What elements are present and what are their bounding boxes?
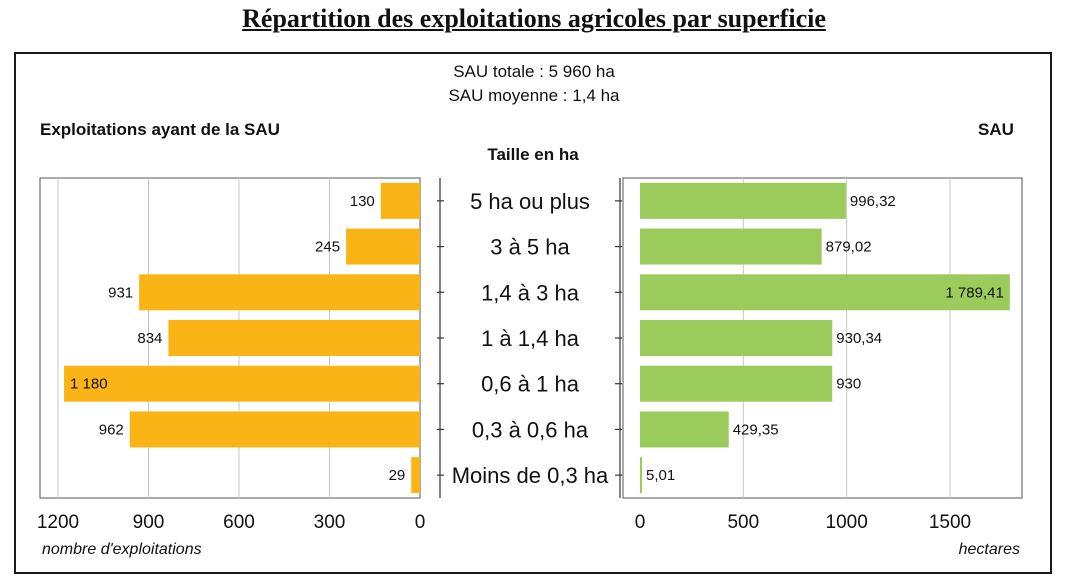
left-heading: Exploitations ayant de la SAU: [40, 120, 280, 139]
left-bar-value-label: 931: [108, 284, 133, 301]
left-bar-value-label: 29: [389, 467, 406, 484]
right-bar: [640, 182, 846, 219]
right-bar: [640, 274, 1010, 311]
left-tick-label: 300: [314, 512, 346, 533]
right-tick-label: 1500: [929, 512, 971, 533]
left-axis-title: nombre d'exploitations: [42, 541, 202, 558]
left-bar: [411, 457, 420, 494]
right-plot-area: [622, 177, 1023, 499]
category-label: 0,3 à 0,6 ha: [472, 417, 589, 442]
right-bar: [640, 365, 833, 402]
left-bar-value-label: 1 180: [70, 376, 108, 393]
category-label: 1 à 1,4 ha: [481, 326, 580, 351]
right-bar-value-label: 996,32: [850, 193, 896, 210]
left-bar: [380, 182, 420, 219]
right-bar: [640, 320, 833, 356]
left-bar-value-label: 130: [350, 193, 375, 210]
left-bar-value-label: 245: [315, 239, 340, 256]
right-tick-label: 0: [635, 512, 646, 533]
category-label: 5 ha ou plus: [470, 189, 590, 214]
left-tick-label: 1200: [37, 512, 79, 533]
sau-mean: SAU moyenne : 1,4 ha: [448, 86, 620, 105]
right-bar-value-label: 879,02: [826, 239, 872, 256]
category-label: 3 à 5 ha: [490, 235, 570, 260]
right-bar: [640, 457, 642, 494]
chart-frame: [14, 52, 1052, 574]
right-bar-value-label: 429,35: [733, 421, 779, 438]
left-bar: [139, 274, 421, 311]
right-tick-label: 500: [727, 512, 759, 533]
category-label: 0,6 à 1 ha: [481, 372, 580, 397]
left-bar: [346, 228, 420, 265]
category-label: 1,4 à 3 ha: [481, 280, 580, 305]
right-tick-label: 1000: [826, 512, 868, 533]
right-bar: [640, 411, 729, 448]
left-tick-label: 900: [133, 512, 165, 533]
right-bar-value-label: 1 789,41: [945, 284, 1003, 301]
left-tick-label: 0: [415, 512, 426, 533]
left-bar-value-label: 962: [99, 421, 124, 438]
chart-title: Répartition des exploitations agricoles …: [242, 4, 826, 33]
left-bar: [168, 320, 420, 356]
left-tick-label: 600: [223, 512, 255, 533]
sau-total: SAU totale : 5 960 ha: [453, 62, 615, 81]
right-axis-title: hectares: [959, 541, 1020, 558]
right-bar-value-label: 930,34: [836, 330, 882, 347]
category-label: Moins de 0,3 ha: [452, 463, 609, 488]
right-heading: SAU: [978, 120, 1014, 139]
left-bar: [64, 365, 421, 402]
left-bar: [129, 411, 420, 448]
right-bar: [640, 228, 822, 265]
center-heading: Taille en ha: [487, 145, 579, 164]
left-bar-value-label: 834: [137, 330, 162, 347]
right-bar-value-label: 5,01: [646, 467, 675, 484]
right-bar-value-label: 930: [836, 376, 861, 393]
